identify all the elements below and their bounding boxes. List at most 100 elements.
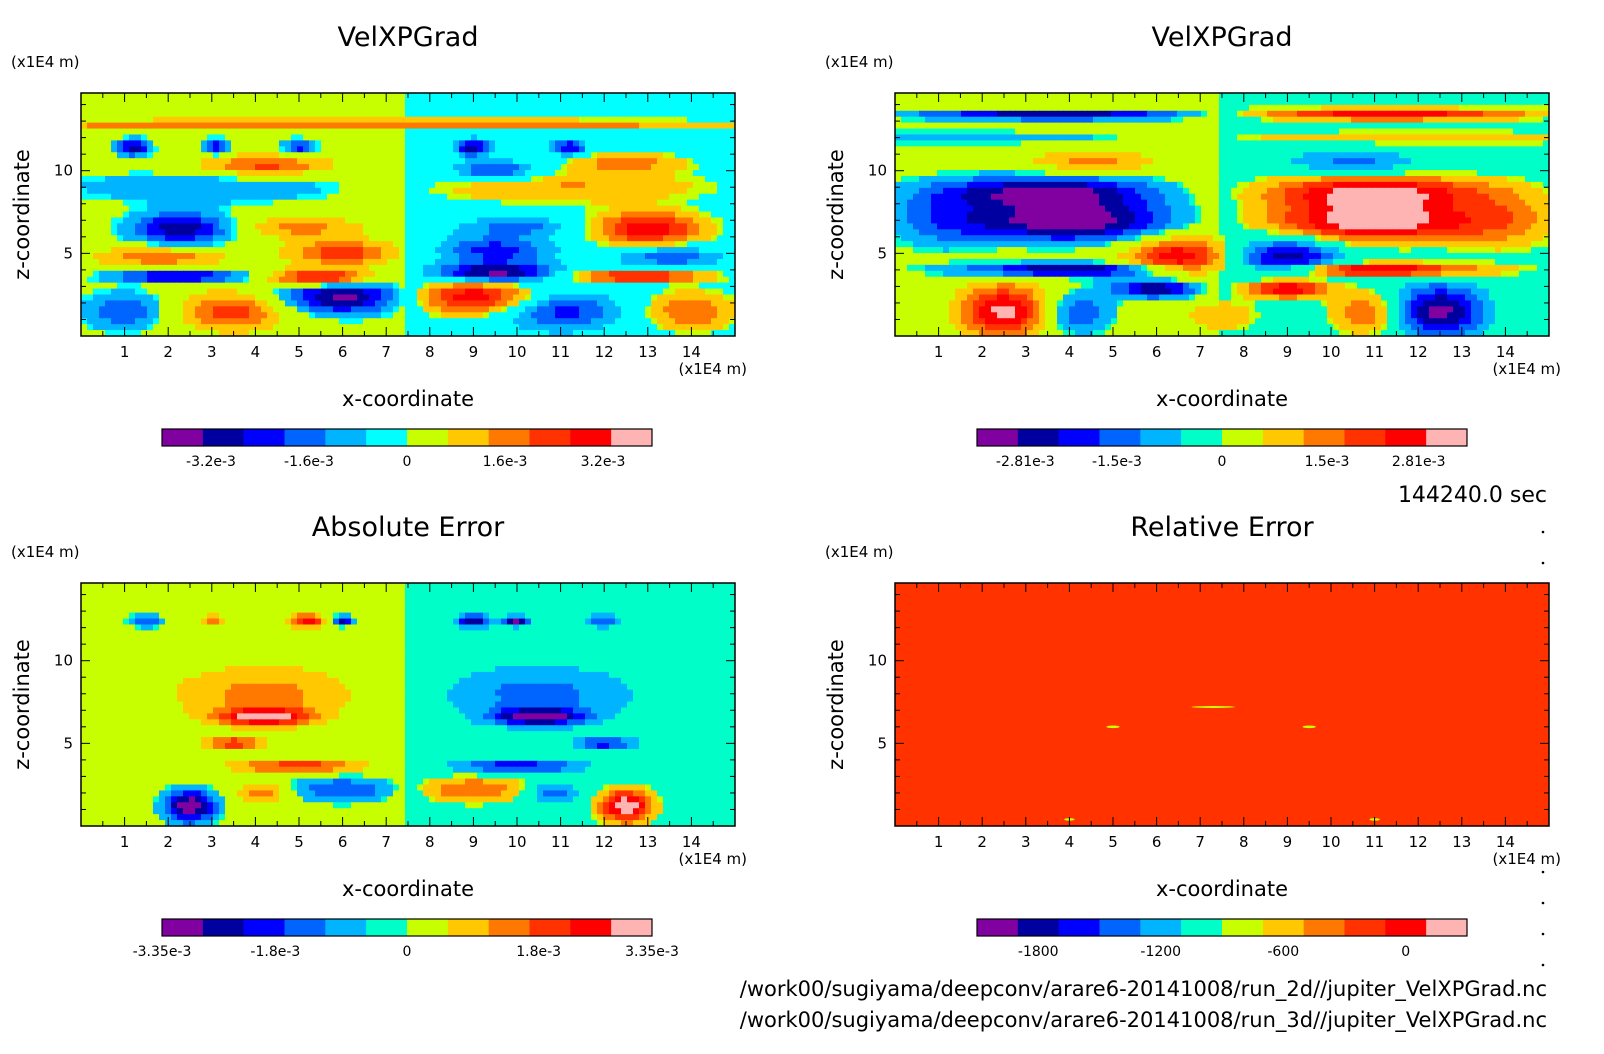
field-cell (471, 312, 478, 319)
field-cell (615, 229, 622, 236)
field-cell (657, 146, 664, 153)
field-cell (435, 288, 442, 296)
field-cell (333, 241, 340, 248)
field-cell (267, 330, 274, 336)
field-cell (441, 93, 448, 100)
field-cell (573, 193, 580, 201)
field-cell (729, 229, 735, 236)
field-cell (117, 253, 124, 260)
field-cell (669, 276, 676, 284)
field-cell (949, 104, 956, 112)
field-cell (141, 146, 148, 153)
field-cell (267, 229, 274, 236)
field-cell (297, 128, 304, 136)
field-cell (711, 122, 718, 130)
field-cell (669, 270, 676, 278)
field-cell (537, 104, 544, 112)
field-cell (189, 229, 196, 236)
field-cell (195, 253, 202, 260)
field-cell (1147, 104, 1154, 112)
field-cell (1459, 104, 1466, 112)
field-cell (345, 306, 352, 313)
field-cell (459, 253, 466, 260)
field-cell (303, 134, 310, 142)
field-cell (369, 330, 376, 336)
field-cell (699, 318, 706, 325)
field-cell (195, 241, 202, 248)
field-cell (291, 170, 298, 177)
field-cell (339, 140, 346, 147)
field-cell (339, 217, 346, 224)
field-cell (171, 140, 178, 147)
field-cell (429, 330, 436, 336)
field-cell (687, 140, 694, 147)
field-cell (471, 164, 478, 171)
field-cell (615, 164, 622, 171)
field-cell (627, 98, 634, 106)
field-cell (1147, 98, 1154, 106)
field-cell (1033, 110, 1040, 118)
field-cell (135, 170, 142, 177)
field-cell (429, 217, 436, 224)
field-cell (525, 282, 532, 290)
field-cell (333, 247, 340, 254)
field-cell (381, 193, 388, 201)
field-cell (1477, 98, 1484, 106)
field-cell (93, 241, 100, 248)
field-cell (729, 116, 735, 124)
field-cell (597, 264, 604, 272)
field-cell (357, 235, 364, 242)
field-cell (501, 282, 508, 290)
field-cell (363, 181, 370, 189)
field-cell (1033, 93, 1040, 100)
field-cell (93, 288, 100, 296)
field-cell (117, 152, 124, 159)
field-cell (1171, 104, 1178, 112)
field-cell (189, 235, 196, 242)
field-cell (447, 211, 454, 219)
field-cell (369, 324, 376, 331)
field-cell (405, 276, 412, 284)
field-cell (219, 330, 226, 336)
field-cell (501, 181, 508, 189)
field-cell (561, 93, 568, 100)
field-cell (471, 187, 478, 195)
field-cell (645, 253, 652, 260)
field-cell (453, 122, 460, 130)
field-cell (675, 247, 682, 254)
field-cell (105, 229, 112, 236)
field-cell (129, 170, 136, 177)
field-cell (195, 300, 202, 307)
field-cell (117, 330, 124, 336)
field-cell (339, 247, 346, 254)
field-cell (381, 318, 388, 325)
field-cell (153, 324, 160, 331)
field-cell (585, 312, 592, 319)
field-cell (111, 193, 118, 201)
field-cell (333, 93, 340, 100)
field-cell (279, 229, 286, 236)
field-cell (321, 98, 328, 106)
field-cell (201, 146, 208, 153)
field-cell (261, 122, 268, 130)
field-cell (591, 211, 598, 219)
field-cell (123, 164, 130, 171)
field-cell (711, 205, 718, 213)
field-cell (405, 104, 412, 112)
field-cell (417, 318, 424, 325)
field-cell (195, 175, 202, 183)
field-cell (303, 247, 310, 254)
field-cell (1105, 104, 1112, 112)
field-cell (351, 229, 358, 236)
field-cell (453, 258, 460, 266)
field-cell (99, 122, 106, 130)
field-cell (657, 330, 664, 336)
field-cell (477, 98, 484, 106)
field-cell (459, 164, 466, 171)
field-cell (1201, 104, 1208, 112)
field-cell (1117, 98, 1124, 106)
field-cell (717, 324, 724, 331)
field-cell (399, 217, 406, 224)
field-cell (459, 312, 466, 319)
field-cell (693, 93, 700, 100)
